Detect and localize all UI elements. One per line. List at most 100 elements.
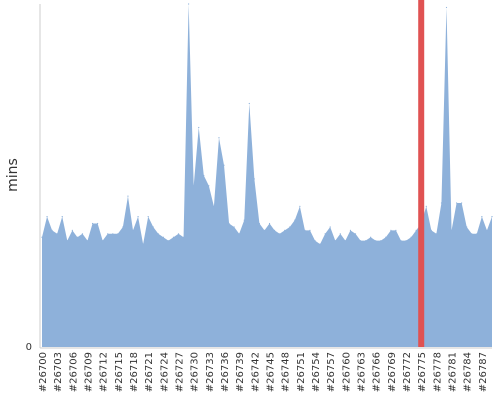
x-tick-label: #26778 xyxy=(432,352,443,392)
data-point xyxy=(137,216,139,218)
x-tick-label: #26703 xyxy=(53,352,64,392)
x-tick-label: #26724 xyxy=(159,352,170,392)
x-tick-labels: #26700 #26703 #26706 #26709 #26712 #26715 #267… xyxy=(38,352,489,392)
data-point xyxy=(81,233,84,235)
data-point xyxy=(486,229,488,231)
data-point xyxy=(385,236,387,238)
data-point xyxy=(102,240,104,242)
x-tick-label: #26715 xyxy=(114,352,125,392)
data-point xyxy=(349,229,352,231)
data-point xyxy=(380,240,382,242)
x-tick-label: #26787 xyxy=(478,352,489,392)
data-point xyxy=(299,205,301,207)
series-area xyxy=(42,4,492,347)
x-tick-label: #26706 xyxy=(68,352,79,392)
data-point xyxy=(182,236,185,238)
y-tick-labels: 0 xyxy=(26,342,32,353)
x-tick-label: #26700 xyxy=(38,352,49,392)
data-point xyxy=(456,202,458,204)
data-point xyxy=(370,236,372,238)
data-point xyxy=(162,236,164,238)
x-tick-label: #26772 xyxy=(402,352,413,392)
data-point xyxy=(46,216,48,218)
data-point xyxy=(258,222,261,225)
data-point xyxy=(390,229,392,231)
data-point xyxy=(177,233,180,235)
data-point xyxy=(243,219,245,221)
data-point xyxy=(319,243,321,245)
data-point xyxy=(91,222,94,225)
data-point xyxy=(223,164,225,166)
data-point xyxy=(440,202,443,204)
data-point xyxy=(445,6,448,9)
data-point xyxy=(51,229,53,231)
data-point xyxy=(415,229,417,231)
data-point xyxy=(233,226,235,228)
data-point xyxy=(354,233,357,235)
data-point xyxy=(395,229,397,231)
data-point xyxy=(127,195,129,197)
data-point xyxy=(76,236,78,238)
data-point xyxy=(471,233,473,235)
data-point xyxy=(142,243,144,245)
data-point xyxy=(339,233,341,235)
x-tick-label: #26751 xyxy=(296,352,307,392)
x-tick-label: #26757 xyxy=(326,352,337,392)
x-tick-label: #26709 xyxy=(84,352,95,392)
data-point xyxy=(359,240,362,242)
data-point xyxy=(365,240,367,242)
data-point xyxy=(253,178,255,180)
x-tick-label: #26718 xyxy=(129,352,140,392)
data-point xyxy=(400,240,402,242)
data-point xyxy=(435,233,437,235)
data-point xyxy=(61,216,63,218)
x-tick-label: #26721 xyxy=(144,352,155,392)
data-point xyxy=(425,205,427,207)
axes xyxy=(39,4,492,349)
x-tick-label: #26769 xyxy=(387,352,398,392)
data-point xyxy=(289,226,291,228)
data-point xyxy=(188,3,190,5)
data-point xyxy=(132,229,134,231)
x-tick-label: #26745 xyxy=(266,352,277,392)
data-point xyxy=(112,233,114,235)
data-point xyxy=(481,216,483,218)
data-point xyxy=(450,229,453,231)
x-tick-label: #26739 xyxy=(235,352,246,392)
data-point xyxy=(147,216,149,218)
data-point xyxy=(213,205,215,207)
data-point xyxy=(86,240,89,242)
data-point xyxy=(172,236,175,238)
x-tick-label: #26760 xyxy=(341,352,352,392)
data-point xyxy=(410,236,412,238)
data-point xyxy=(167,240,169,242)
data-point xyxy=(193,185,195,187)
data-point xyxy=(203,174,205,177)
data-point xyxy=(309,229,311,231)
data-point xyxy=(304,229,306,231)
data-point xyxy=(466,226,468,228)
data-point xyxy=(461,202,463,204)
x-tick-label: #26736 xyxy=(220,352,231,392)
data-point xyxy=(294,219,296,221)
data-point xyxy=(430,229,432,231)
data-point xyxy=(41,236,43,238)
data-point xyxy=(314,240,316,242)
x-tick-label: #26730 xyxy=(190,352,201,392)
x-tick-label: #26763 xyxy=(357,352,368,392)
data-point xyxy=(66,240,68,242)
x-tick-label: #26748 xyxy=(281,352,292,392)
data-point xyxy=(324,233,326,235)
y-tick-label: 0 xyxy=(26,342,32,353)
data-point xyxy=(107,233,109,235)
data-point xyxy=(228,222,230,225)
data-point xyxy=(56,233,58,235)
data-point xyxy=(97,222,99,225)
data-point xyxy=(284,229,286,231)
data-point xyxy=(248,102,250,105)
data-point xyxy=(157,233,159,235)
x-tick-label: #26727 xyxy=(175,352,186,392)
x-tick-label: #26781 xyxy=(448,352,459,392)
